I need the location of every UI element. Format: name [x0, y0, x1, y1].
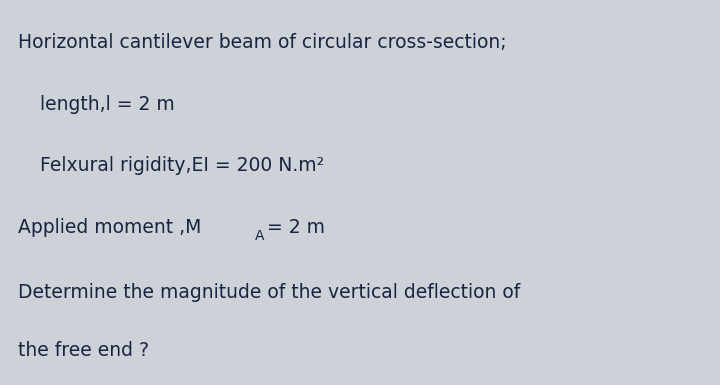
Text: Felxural rigidity,EI = 200 N.m²: Felxural rigidity,EI = 200 N.m² — [40, 156, 324, 175]
Text: Determine the magnitude of the vertical deflection of: Determine the magnitude of the vertical … — [18, 283, 521, 302]
Text: length,l = 2 m: length,l = 2 m — [40, 95, 174, 114]
Text: Horizontal cantilever beam of circular cross-section;: Horizontal cantilever beam of circular c… — [18, 33, 507, 52]
Text: = 2 m: = 2 m — [267, 218, 325, 237]
Text: the free end ?: the free end ? — [18, 341, 149, 360]
Text: A: A — [255, 229, 264, 243]
Text: Applied moment ,M: Applied moment ,M — [18, 218, 202, 237]
